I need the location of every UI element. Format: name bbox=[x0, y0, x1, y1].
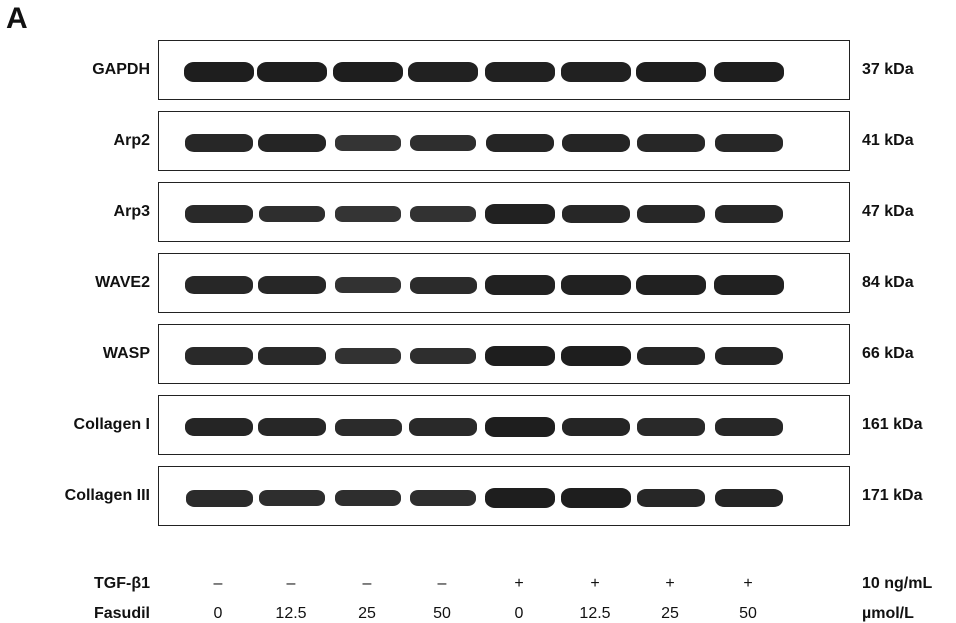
condition-value: + bbox=[590, 575, 600, 592]
protein-band bbox=[561, 488, 631, 508]
condition-value: – bbox=[437, 575, 447, 592]
protein-band bbox=[257, 133, 327, 153]
protein-band bbox=[714, 275, 784, 295]
condition-value: 25 bbox=[358, 605, 376, 622]
protein-band bbox=[333, 62, 403, 82]
protein-band bbox=[485, 417, 555, 437]
condition-value: + bbox=[665, 575, 675, 592]
molecular-weight-label: 66 kDa bbox=[862, 345, 914, 362]
protein-band bbox=[409, 347, 477, 365]
protein-band bbox=[636, 346, 706, 366]
protein-band bbox=[561, 346, 631, 366]
protein-band bbox=[636, 204, 706, 224]
protein-band bbox=[561, 275, 631, 295]
protein-label: Arp2 bbox=[113, 132, 150, 149]
protein-band bbox=[485, 346, 555, 366]
protein-band bbox=[408, 62, 478, 82]
condition-unit: µmol/L bbox=[862, 605, 914, 622]
protein-band bbox=[258, 489, 326, 507]
protein-band bbox=[409, 418, 477, 436]
protein-band bbox=[409, 489, 477, 507]
protein-band bbox=[636, 62, 706, 82]
condition-value: 0 bbox=[514, 605, 524, 622]
blot-strip bbox=[158, 395, 850, 455]
blot-strip bbox=[158, 466, 850, 526]
molecular-weight-label: 161 kDa bbox=[862, 416, 923, 433]
protein-band bbox=[485, 488, 555, 508]
protein-band bbox=[636, 133, 706, 153]
molecular-weight-label: 41 kDa bbox=[862, 132, 914, 149]
protein-band bbox=[637, 418, 705, 436]
molecular-weight-label: 171 kDa bbox=[862, 487, 923, 504]
protein-band bbox=[410, 206, 476, 222]
protein-band bbox=[185, 205, 253, 223]
condition-value: 50 bbox=[433, 605, 451, 622]
protein-band bbox=[257, 275, 327, 295]
condition-value: – bbox=[362, 575, 372, 592]
protein-band bbox=[714, 346, 784, 366]
protein-band bbox=[561, 204, 631, 224]
protein-label: GAPDH bbox=[92, 61, 150, 78]
protein-band bbox=[485, 62, 555, 82]
condition-value: – bbox=[213, 575, 223, 592]
blot-strip bbox=[158, 40, 850, 100]
blot-strip bbox=[158, 324, 850, 384]
protein-band bbox=[184, 275, 254, 295]
molecular-weight-label: 84 kDa bbox=[862, 274, 914, 291]
protein-band bbox=[485, 204, 555, 224]
protein-band bbox=[334, 489, 402, 507]
protein-band bbox=[258, 347, 326, 365]
protein-band bbox=[714, 488, 784, 508]
protein-band bbox=[561, 133, 631, 153]
protein-band bbox=[257, 417, 327, 437]
protein-label: WASP bbox=[102, 345, 150, 362]
condition-unit: 10 ng/mL bbox=[862, 575, 933, 592]
protein-band bbox=[335, 348, 401, 364]
protein-band bbox=[636, 488, 706, 508]
condition-value: + bbox=[743, 575, 753, 592]
protein-band bbox=[409, 276, 477, 294]
protein-band bbox=[714, 62, 784, 82]
blot-strip bbox=[158, 182, 850, 242]
molecular-weight-label: 37 kDa bbox=[862, 61, 914, 78]
protein-band bbox=[334, 418, 402, 436]
protein-band bbox=[485, 133, 555, 153]
condition-value: 50 bbox=[739, 605, 757, 622]
protein-band bbox=[409, 134, 477, 152]
panel-letter: A bbox=[6, 2, 28, 35]
protein-band bbox=[185, 489, 253, 507]
protein-label: Collagen III bbox=[64, 487, 150, 504]
protein-band bbox=[335, 206, 401, 222]
protein-band bbox=[257, 62, 327, 82]
protein-label: Collagen I bbox=[73, 416, 150, 433]
condition-value: – bbox=[286, 575, 296, 592]
protein-band bbox=[636, 275, 706, 295]
blot-strip bbox=[158, 111, 850, 171]
molecular-weight-label: 47 kDa bbox=[862, 203, 914, 220]
protein-band bbox=[335, 277, 401, 293]
protein-label: Arp3 bbox=[113, 203, 150, 220]
protein-band bbox=[561, 417, 631, 437]
condition-value: 0 bbox=[213, 605, 223, 622]
protein-band bbox=[561, 62, 631, 82]
protein-band bbox=[185, 347, 253, 365]
protein-label: WAVE2 bbox=[95, 274, 150, 291]
protein-band bbox=[335, 135, 401, 151]
blot-strip bbox=[158, 253, 850, 313]
condition-value: + bbox=[514, 575, 524, 592]
protein-band bbox=[714, 204, 784, 224]
condition-value: 12.5 bbox=[579, 605, 611, 622]
protein-band bbox=[714, 133, 784, 153]
protein-band bbox=[485, 275, 555, 295]
protein-band bbox=[184, 417, 254, 437]
condition-value: 25 bbox=[661, 605, 679, 622]
protein-band bbox=[184, 62, 254, 82]
condition-value: 12.5 bbox=[275, 605, 307, 622]
protein-band bbox=[184, 133, 254, 153]
protein-band bbox=[258, 205, 326, 223]
condition-label: TGF-β1 bbox=[94, 575, 150, 592]
condition-label: Fasudil bbox=[93, 605, 150, 622]
protein-band bbox=[714, 417, 784, 437]
